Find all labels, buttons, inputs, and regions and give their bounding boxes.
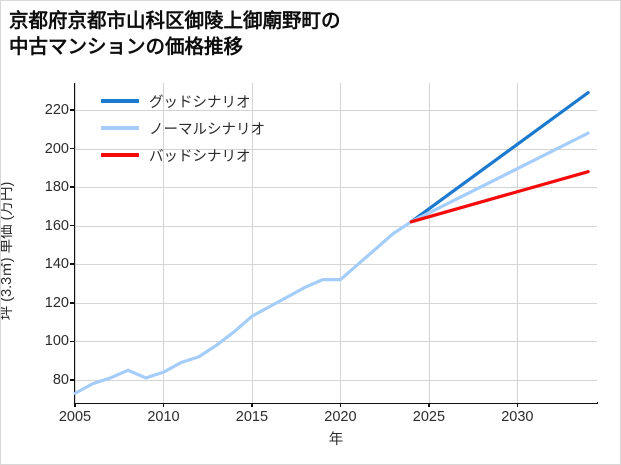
- gridline-horizontal: [75, 341, 597, 343]
- y-tick-label: 100: [44, 333, 69, 350]
- legend-item[interactable]: グッドシナリオ: [101, 93, 265, 111]
- x-tick-label: 2030: [501, 409, 534, 425]
- data-lines: [73, 91, 590, 395]
- x-tick-label: 2005: [58, 409, 92, 425]
- x-tick-label: 2020: [324, 409, 357, 425]
- x-tick-mark: [428, 403, 430, 407]
- x-tick-label: 2015: [235, 409, 269, 425]
- series-line: [73, 220, 413, 395]
- plot-area: [70, 83, 597, 407]
- y-tick-mark: [70, 263, 74, 265]
- gridline-horizontal: [75, 302, 597, 304]
- y-tick-label: 120: [44, 294, 69, 311]
- legend: グッドシナリオ ノーマルシナリオ バッドシナリオ: [101, 93, 265, 165]
- gridline-horizontal: [75, 379, 597, 381]
- plot-background: [75, 83, 597, 403]
- page-title: 京都府京都市山科区御陵上御廟野町の 中古マンションの価格推移: [9, 10, 341, 58]
- y-tick-label: 180: [44, 179, 69, 196]
- x-tick-label: 2010: [147, 409, 180, 425]
- x-tick-mark: [251, 403, 253, 407]
- gridline-vertical: [517, 83, 519, 403]
- y-tick-mark: [70, 147, 74, 150]
- y-axis-title-text: 坪 (3.3㎡) 単価 (万円): [0, 181, 15, 321]
- y-tick-mark: [70, 379, 74, 381]
- gridline-horizontal: [75, 264, 597, 266]
- y-tick-label: 140: [44, 256, 69, 273]
- series-line: [409, 170, 590, 224]
- gridline-vertical: [340, 83, 342, 403]
- legend-item-label: グッドシナリオ: [149, 94, 251, 111]
- y-axis-title: 坪 (3.3㎡) 単価 (万円): [1, 1, 16, 321]
- x-axis-tick-labels: 2005 2010 2015 2020 2025 2030: [59, 409, 597, 429]
- gridline-horizontal: [75, 187, 597, 189]
- y-tick-label: 80: [52, 371, 69, 388]
- y-tick-mark: [70, 302, 74, 304]
- x-tick-mark: [74, 403, 76, 407]
- x-tick-mark: [339, 403, 342, 407]
- y-tick-mark: [70, 109, 74, 111]
- gridline-vertical: [428, 83, 430, 403]
- legend-item[interactable]: ノーマルシナリオ: [101, 120, 265, 138]
- gridline-horizontal: [75, 225, 597, 227]
- series-line: [409, 91, 590, 224]
- y-tick-label: 220: [44, 101, 69, 118]
- x-tick-mark: [516, 403, 519, 407]
- y-tick-label: 160: [44, 217, 69, 234]
- legend-color-swatch: [101, 98, 139, 104]
- y-tick-mark: [70, 224, 74, 227]
- legend-color-swatch: [101, 152, 139, 158]
- gridline-vertical: [75, 83, 76, 403]
- series-line: [409, 131, 590, 224]
- y-tick-label: 200: [44, 140, 69, 157]
- gridline-vertical: [163, 83, 165, 403]
- x-axis-spine: [74, 402, 598, 405]
- legend-color-swatch: [101, 125, 139, 131]
- x-tick-mark: [162, 403, 165, 407]
- y-axis-tick-labels: 80 100 120 140 160 180 200 220: [27, 83, 69, 403]
- gridline-vertical: [251, 83, 253, 403]
- x-axis-title: 年: [328, 432, 344, 448]
- legend-item[interactable]: バッドシナリオ: [101, 147, 265, 165]
- gridline-horizontal: [75, 109, 597, 111]
- legend-item-label: バッドシナリオ: [149, 148, 251, 165]
- x-tick-label: 2025: [412, 409, 446, 425]
- y-tick-mark: [70, 186, 74, 188]
- y-tick-mark: [70, 340, 74, 343]
- gridline-horizontal: [75, 148, 597, 150]
- legend-item-label: ノーマルシナリオ: [149, 121, 265, 138]
